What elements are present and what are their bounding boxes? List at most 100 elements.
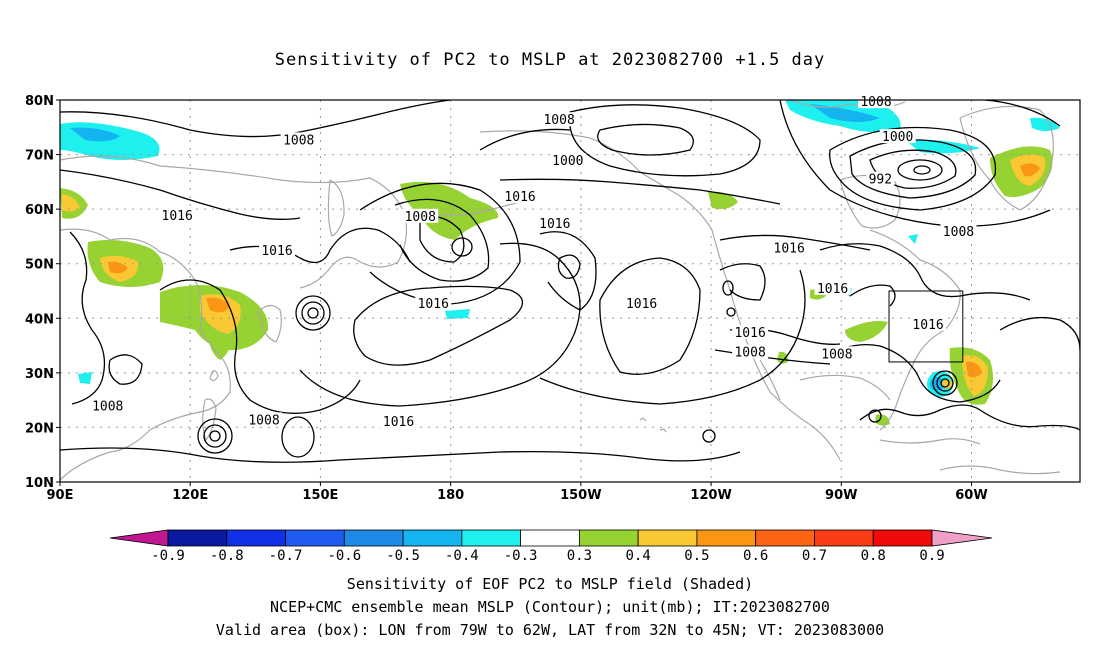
contour-label-bg [771,240,808,255]
lon-tick-label: 120W [690,488,731,503]
contour-label: 1016 [774,241,805,256]
lon-tick-label: 180 [437,488,464,503]
isobar-low [203,424,227,448]
lon-tick-label: 120E [172,488,208,503]
contour-label-bg [910,316,947,331]
lat-tick-label: 70N [25,149,54,164]
isobar [159,279,361,414]
coastline-south-america [939,465,1061,475]
map-title: Sensitivity of PC2 to MSLP at 2023082700… [274,50,826,70]
contour-label: 1016 [912,318,943,333]
positive-sensitivity-patch [400,181,499,240]
colorbar-high-triangle [931,529,993,547]
isobar-low [281,416,315,458]
isobar-low [209,430,221,442]
colorbar-label: -0.3 [504,548,538,564]
contour-label-bg [866,171,895,186]
coastline-kamchatka [327,179,345,237]
contour-label-bg [402,208,439,223]
colorbar-segment [755,529,815,547]
negative-sensitivity-patch [445,309,470,319]
contour-label-bg [623,296,660,311]
positive-sensitivity-core [942,379,952,389]
colorbar-label: -0.9 [151,548,185,564]
contour-label: 1016 [734,326,765,341]
isobar-high [539,269,806,405]
positive-sensitivity-patch [845,321,888,342]
colorbar-segment [814,529,874,547]
contour-label: 992 [869,173,892,188]
contour-label: 1008 [248,413,279,428]
positive-sensitivity-core [1020,163,1040,177]
lon-tick-label: 150E [302,488,338,503]
coastline-gulf [799,374,891,401]
lat-tick-label: 50N [25,258,54,273]
positive-sensitivity-patch [777,351,788,364]
isobar-low [301,301,325,325]
positive-sensitivity-core [62,194,80,212]
colorbar-label: -0.6 [327,548,361,564]
colorbar-segment [637,529,698,547]
isobar-high [539,231,597,311]
contour-label: 1000 [882,130,913,145]
colorbar-label: 0.6 [743,548,768,564]
caption-shading: Sensitivity of EOF PC2 to MSLP field (Sh… [346,575,754,593]
negative-sensitivity-patch [905,139,980,154]
colorbar-segment [343,529,404,547]
caption-valid-area: Valid area (box): LON from 79W to 62W, L… [215,621,885,639]
isobar [108,354,143,385]
positive-sensitivity-core [206,297,230,313]
isobar [984,100,1061,127]
negative-sensitivity-patch [1030,117,1060,131]
isobar [719,263,766,301]
contour-label: 1008 [860,95,891,110]
latitude-labels: 80N 70N 60N 50N 40N 30N 20N 10N [25,94,60,491]
isobar [722,280,734,296]
isobar-low [419,216,465,263]
isobar [60,447,741,463]
colorbar: -0.9 -0.8 -0.7 -0.6 -0.5 -0.4 -0.3 0.3 0.4 0.5 0.6… [109,529,993,564]
contour-label-bg [502,189,539,204]
isobar-low [197,418,233,454]
colorbar-segment [226,529,286,547]
colorbar-label: -0.5 [386,548,420,564]
isobar-high [599,257,701,375]
coastline-caribbean [879,438,981,445]
colorbar-segment [696,529,757,547]
coastline-baja [759,359,781,401]
contour-label: 1008 [283,133,314,148]
contour-labels: 1008 1016 1016 1008 1016 1008 1008 1016 1008 1000… [89,94,977,430]
negative-sensitivity-patch [78,372,92,384]
isobar-low [932,370,958,396]
positive-sensitivity-patch [708,191,738,210]
colorbar-label: 0.4 [626,548,651,564]
colorbar-label: 0.7 [802,548,827,564]
contour-label-bg [879,129,916,144]
lat-tick-label: 20N [25,421,54,436]
lat-tick-label: 10N [25,476,54,491]
contour-label-bg [541,112,578,127]
isobar-low [913,165,931,175]
contour-label-bg [380,413,417,428]
contour-label-bg [940,224,977,239]
negative-sensitivity-patch [70,127,120,142]
isobar [568,104,761,177]
contour-label-bg [732,325,769,340]
positive-sensitivity-core [108,261,128,274]
contour-label: 1016 [504,190,535,205]
isobar [714,349,831,365]
coastline-north-america-west [711,229,841,461]
colorbar-label: -0.7 [269,548,303,564]
longitude-labels: 90E 120E 150E 180 150W 120W 90W 60W [47,482,988,503]
contour-label: 1000 [552,154,583,169]
contour-label: 1016 [626,297,657,312]
contour-label: 1016 [539,217,570,232]
coastline-asia-north [60,155,408,289]
contour-label-bg [415,296,452,311]
isobar-low [829,126,997,211]
lat-tick-label: 30N [25,367,54,382]
contour-label-bg [159,208,196,223]
contour-label-bg [89,398,126,413]
contour-label: 1008 [543,113,574,128]
contour-label: 1016 [418,297,449,312]
